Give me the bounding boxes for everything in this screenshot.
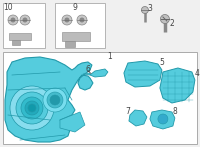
- Circle shape: [22, 17, 27, 22]
- Polygon shape: [150, 110, 175, 129]
- Circle shape: [10, 86, 54, 130]
- Circle shape: [10, 17, 15, 22]
- Polygon shape: [124, 61, 162, 87]
- Circle shape: [28, 104, 36, 112]
- Bar: [65, 41, 75, 47]
- Circle shape: [16, 92, 48, 124]
- Text: 9: 9: [73, 2, 77, 11]
- Circle shape: [25, 101, 39, 115]
- Bar: [3, 52, 197, 144]
- Bar: [55, 3, 105, 48]
- Bar: [62, 32, 90, 41]
- Polygon shape: [160, 68, 195, 103]
- Circle shape: [20, 15, 30, 25]
- Bar: [12, 40, 20, 45]
- Circle shape: [160, 15, 169, 24]
- Circle shape: [64, 17, 69, 22]
- Polygon shape: [90, 69, 108, 77]
- Circle shape: [158, 114, 168, 124]
- Circle shape: [79, 17, 84, 22]
- Polygon shape: [5, 57, 93, 142]
- Circle shape: [47, 92, 63, 108]
- Text: 5: 5: [159, 57, 164, 66]
- Text: 7: 7: [125, 106, 130, 116]
- Bar: [3, 3, 45, 48]
- Text: 4: 4: [194, 69, 199, 77]
- Circle shape: [141, 6, 148, 14]
- Circle shape: [43, 88, 67, 112]
- Circle shape: [21, 97, 43, 119]
- Text: 2: 2: [170, 19, 174, 27]
- Circle shape: [77, 15, 87, 25]
- Polygon shape: [129, 110, 147, 126]
- Circle shape: [50, 95, 60, 105]
- Circle shape: [62, 15, 72, 25]
- Text: 8: 8: [173, 107, 177, 117]
- Polygon shape: [83, 73, 90, 75]
- Text: 10: 10: [3, 2, 13, 11]
- Circle shape: [8, 15, 18, 25]
- Polygon shape: [60, 112, 85, 132]
- Text: 1: 1: [108, 51, 112, 61]
- Text: 6: 6: [86, 65, 90, 74]
- Text: 3: 3: [147, 4, 152, 12]
- Bar: [9, 33, 31, 40]
